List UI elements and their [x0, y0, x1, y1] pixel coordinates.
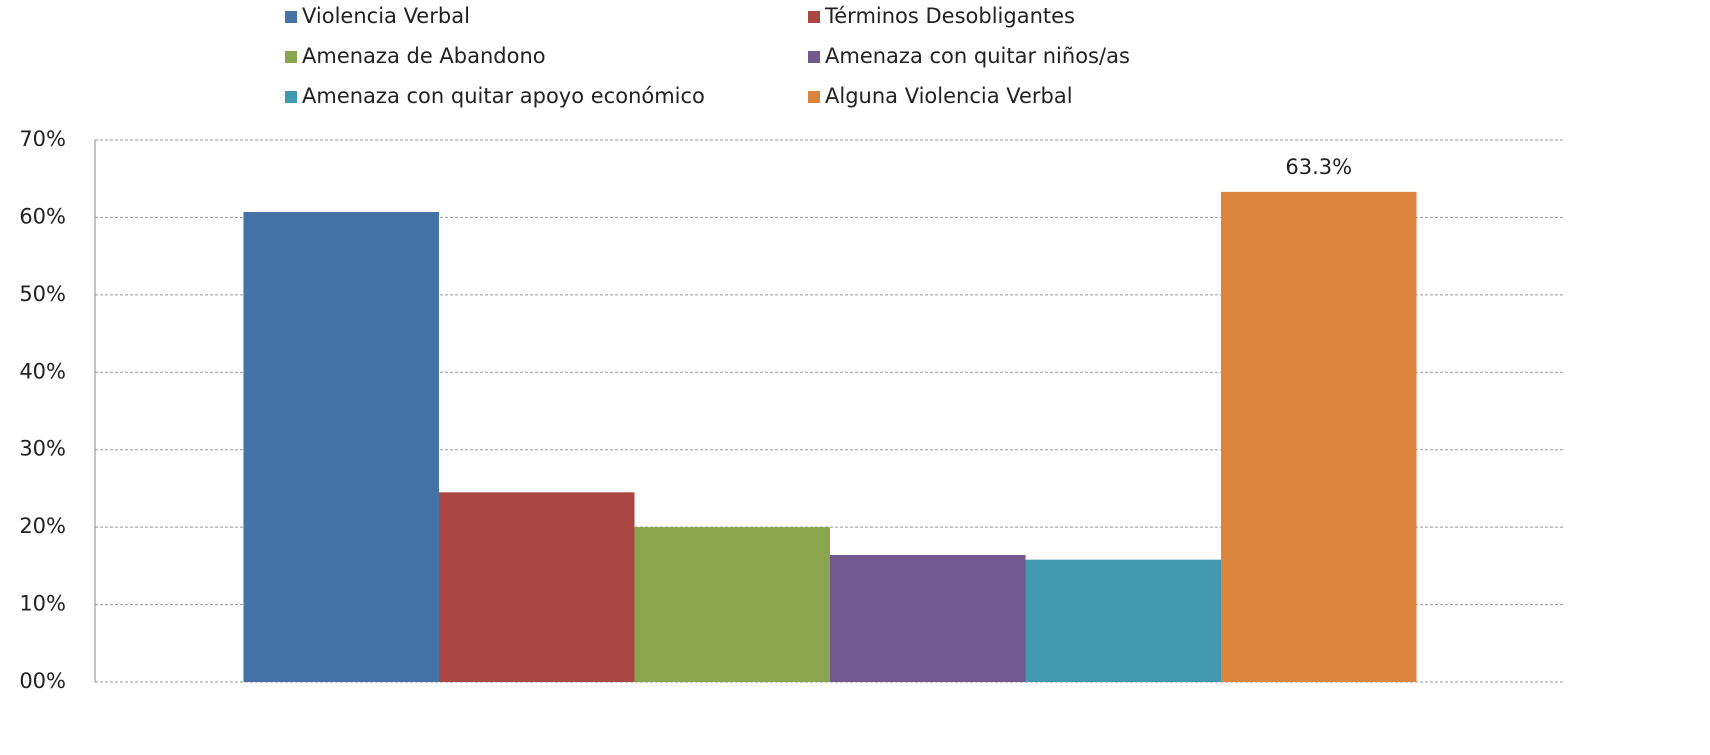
bar [243, 212, 439, 682]
bar [830, 555, 1026, 682]
legend-label: Violencia Verbal [302, 4, 470, 28]
legend-label: Términos Desobligantes [824, 4, 1075, 28]
data-label: 63.3% [1285, 155, 1352, 179]
legend-label: Amenaza con quitar niños/as [825, 44, 1130, 68]
y-tick-label: 00% [19, 669, 66, 693]
legend-swatch [285, 11, 297, 23]
bar [438, 492, 635, 682]
y-tick-label: 50% [19, 282, 66, 306]
legend-label: Amenaza de Abandono [302, 44, 546, 68]
bar [1025, 559, 1222, 682]
bar [1221, 191, 1417, 682]
y-tick-label: 70% [19, 127, 66, 151]
legend-label: Alguna Violencia Verbal [825, 84, 1073, 108]
y-tick-label: 40% [19, 359, 66, 383]
legend-swatch [808, 11, 820, 23]
legend-label: Amenaza con quitar apoyo económico [302, 84, 705, 108]
legend-swatch [285, 51, 297, 63]
y-tick-label: 60% [19, 204, 66, 228]
legend-swatch [808, 91, 820, 103]
legend-swatch [808, 51, 820, 63]
y-tick-label: 30% [19, 437, 66, 461]
y-tick-label: 10% [19, 592, 66, 616]
y-tick-label: 20% [19, 514, 66, 538]
legend-swatch [285, 91, 297, 103]
bar [634, 527, 830, 682]
